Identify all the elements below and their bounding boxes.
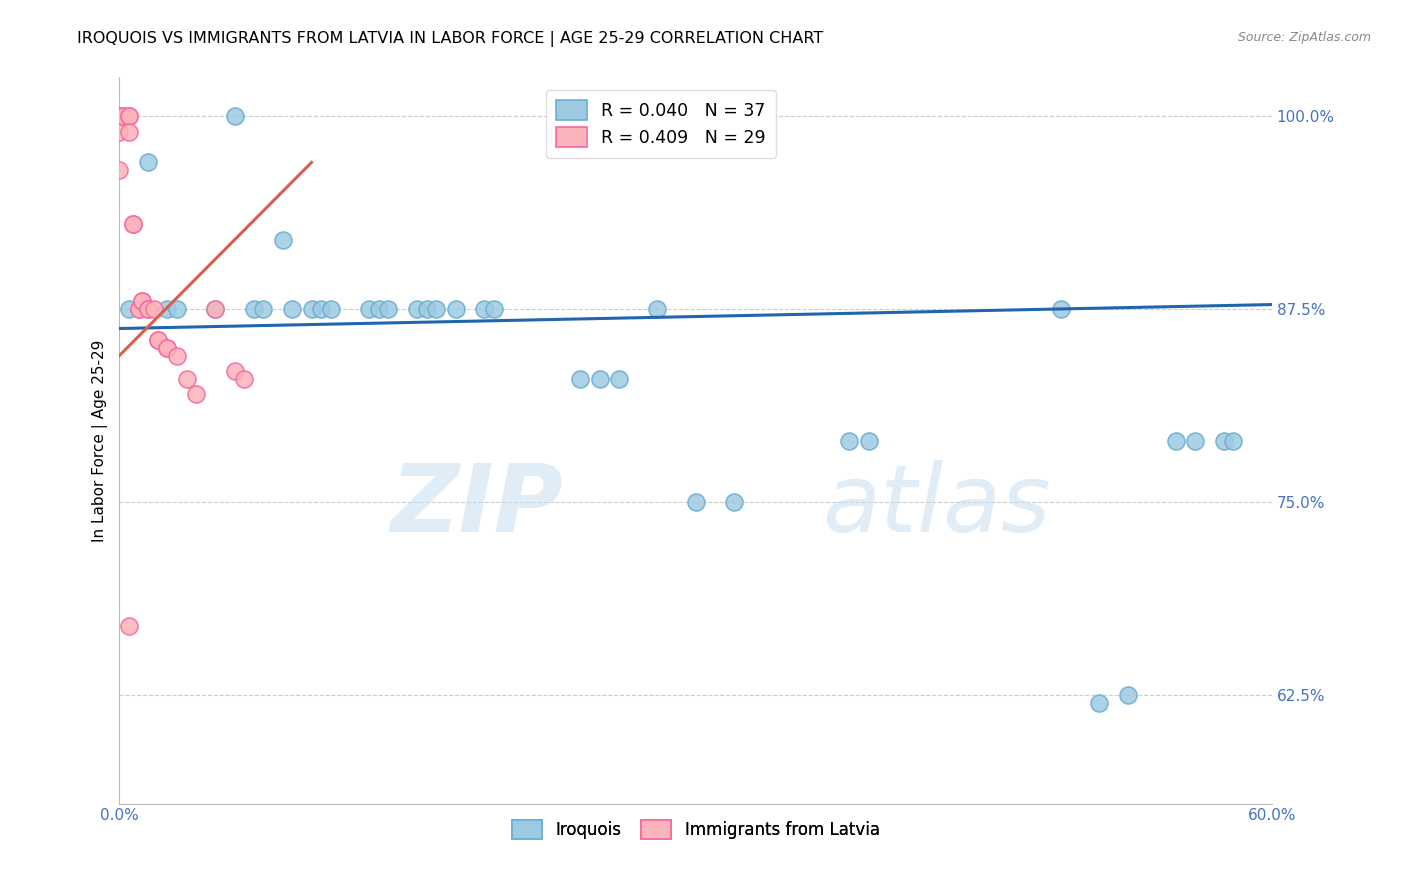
Point — [118, 619, 141, 633]
Legend: Iroquois, Immigrants from Latvia: Iroquois, Immigrants from Latvia — [505, 814, 886, 847]
Point — [146, 333, 169, 347]
Point — [156, 341, 179, 355]
Point — [425, 302, 447, 317]
Point — [569, 372, 592, 386]
Point — [359, 302, 381, 317]
Point — [723, 495, 745, 509]
Point — [281, 302, 304, 317]
Point — [136, 302, 159, 317]
Text: IROQUOIS VS IMMIGRANTS FROM LATVIA IN LABOR FORCE | AGE 25-29 CORRELATION CHART: IROQUOIS VS IMMIGRANTS FROM LATVIA IN LA… — [77, 31, 824, 47]
Point — [607, 372, 630, 386]
Point — [131, 294, 153, 309]
Point — [204, 302, 226, 317]
Point — [309, 302, 332, 317]
Point — [252, 302, 274, 317]
Point — [1088, 696, 1111, 710]
Text: Source: ZipAtlas.com: Source: ZipAtlas.com — [1237, 31, 1371, 45]
Point — [108, 109, 131, 123]
Point — [186, 387, 208, 401]
Point — [143, 302, 166, 317]
Point — [118, 109, 141, 123]
Point — [319, 302, 342, 317]
Point — [233, 372, 256, 386]
Text: atlas: atlas — [823, 460, 1050, 551]
Point — [858, 434, 880, 448]
Point — [112, 109, 135, 123]
Point — [128, 302, 150, 317]
Point — [224, 364, 246, 378]
Point — [444, 302, 467, 317]
Point — [1184, 434, 1206, 448]
Point — [367, 302, 389, 317]
Point — [156, 341, 179, 355]
Point — [128, 302, 150, 317]
Point — [645, 302, 668, 317]
Point — [136, 302, 159, 317]
Text: ZIP: ZIP — [391, 460, 564, 552]
Point — [1212, 434, 1234, 448]
Point — [838, 434, 860, 448]
Point — [1164, 434, 1187, 448]
Point — [118, 124, 141, 138]
Point — [224, 109, 246, 123]
Point — [166, 302, 188, 317]
Point — [122, 217, 145, 231]
Point — [406, 302, 429, 317]
Point — [1222, 434, 1244, 448]
Point — [474, 302, 496, 317]
Point — [416, 302, 439, 317]
Point — [166, 349, 188, 363]
Point — [301, 302, 323, 317]
Point — [176, 372, 198, 386]
Point — [136, 155, 159, 169]
Point — [146, 333, 169, 347]
Point — [204, 302, 226, 317]
Point — [271, 233, 294, 247]
Y-axis label: In Labor Force | Age 25-29: In Labor Force | Age 25-29 — [93, 339, 108, 541]
Point — [1049, 302, 1071, 317]
Point — [118, 109, 141, 123]
Point — [108, 109, 131, 123]
Point — [482, 302, 505, 317]
Point — [108, 124, 131, 138]
Point — [122, 217, 145, 231]
Point — [156, 302, 179, 317]
Point — [377, 302, 399, 317]
Point — [112, 109, 135, 123]
Point — [118, 302, 141, 317]
Point — [108, 163, 131, 178]
Point — [1116, 689, 1139, 703]
Point — [131, 294, 153, 309]
Point — [685, 495, 707, 509]
Point — [243, 302, 266, 317]
Point — [588, 372, 610, 386]
